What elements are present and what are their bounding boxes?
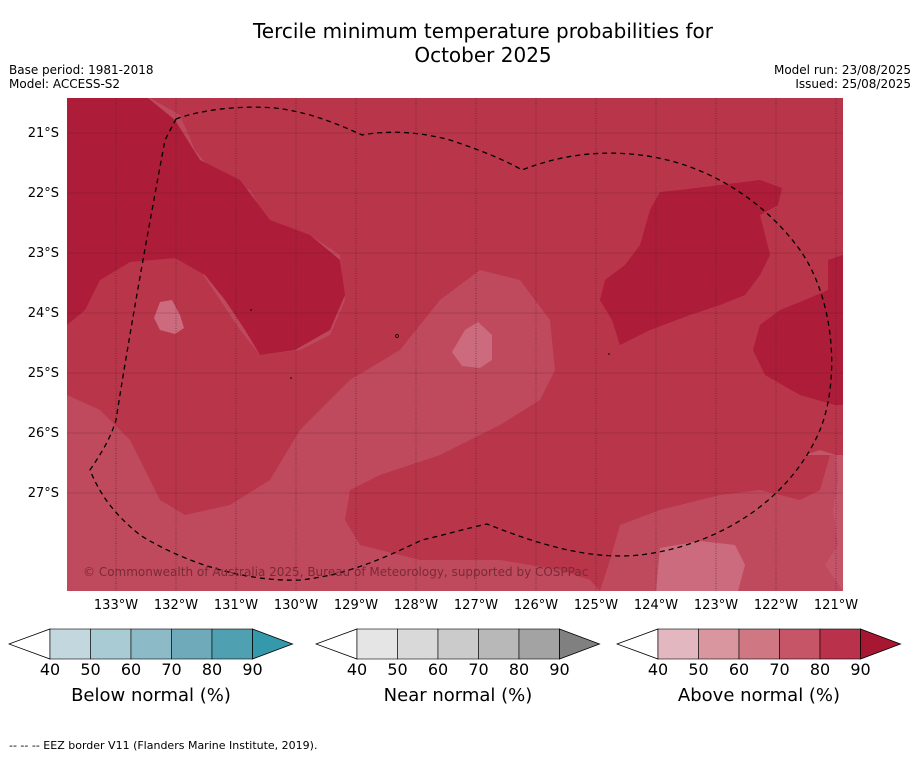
colorbar-near-title: Near normal (%) — [383, 685, 533, 706]
contour-60-70-center — [452, 322, 492, 368]
lon-label: 121°W — [813, 598, 859, 613]
colorbar-tick-label: 80 — [201, 660, 223, 679]
lat-label: 25°S — [27, 366, 59, 381]
colorbar-tick-label: 70 — [769, 660, 790, 679]
island-marker — [395, 334, 399, 338]
lat-label: 22°S — [27, 186, 59, 201]
colorbar-segment — [171, 628, 213, 660]
island-marker — [608, 353, 610, 355]
lon-label: 128°W — [393, 598, 439, 613]
colorbar-tick-label: 60 — [728, 660, 750, 679]
colorbar-tick-label: 90 — [242, 660, 263, 679]
colorbar-below-title: Below normal (%) — [71, 685, 231, 706]
chart-title: Tercile minimum temperature probabilitie… — [0, 19, 919, 67]
colorbar-segment — [49, 628, 91, 660]
lat-label: 26°S — [27, 426, 59, 441]
title-line-1: Tercile minimum temperature probabilitie… — [252, 19, 714, 43]
colorbar-segment — [518, 628, 560, 660]
contour-90-e — [753, 255, 843, 405]
colorbar-tick-label: 60 — [120, 660, 142, 679]
colorbar-over-extend — [559, 628, 601, 660]
colorbar-segment — [738, 628, 780, 660]
lon-label: 122°W — [753, 598, 799, 613]
colorbar-tick-label: 40 — [346, 660, 368, 679]
lon-label: 132°W — [153, 598, 199, 613]
colorbar-tick-label: 80 — [809, 660, 831, 679]
grid-lines — [67, 132, 843, 494]
model-run-text: Model run: 23/08/2025 — [773, 63, 911, 77]
colorbar-tick-label: 60 — [427, 660, 449, 679]
colorbar-segment — [819, 628, 861, 660]
lat-label: 23°S — [27, 246, 59, 261]
issued-text: Issued: 25/08/2025 — [795, 77, 911, 91]
lon-label: 124°W — [633, 598, 679, 613]
copyright-text: © Commonwealth of Australia 2025, Bureau… — [83, 565, 589, 579]
colorbar-segment — [130, 628, 172, 660]
lon-label: 126°W — [513, 598, 559, 613]
colorbar-over-extend — [860, 628, 902, 660]
colorbar-tick-label: 90 — [549, 660, 570, 679]
base-period-text: Base period: 1981-2018 — [9, 63, 154, 77]
colorbar-segment — [478, 628, 520, 660]
lat-label: 24°S — [27, 306, 59, 321]
eez-footnote: -- -- -- EEZ border V11 (Flanders Marine… — [9, 739, 318, 752]
colorbar-segment — [437, 628, 479, 660]
eez-border — [89, 106, 833, 581]
meta-left: Base period: 1981-2018 Model: ACCESS-S2 — [9, 63, 154, 91]
colorbar-segment — [90, 628, 132, 660]
colorbar-segment — [657, 628, 699, 660]
lon-label: 125°W — [573, 598, 619, 613]
colorbar-near — [315, 628, 601, 660]
colorbar-above-title: Above normal (%) — [677, 685, 841, 706]
lon-label: 133°W — [93, 598, 139, 613]
lon-label: 129°W — [333, 598, 379, 613]
colorbar-tick-label: 50 — [80, 660, 101, 679]
colorbar-segment — [211, 628, 253, 660]
colorbar-over-extend — [252, 628, 294, 660]
colorbar-tick-label: 40 — [647, 660, 669, 679]
meta-right: Model run: 23/08/2025 Issued: 25/08/2025 — [774, 63, 911, 91]
island-marker — [290, 377, 292, 379]
colorbar-under-extend — [8, 628, 51, 660]
lon-label: 123°W — [693, 598, 739, 613]
lon-label: 127°W — [453, 598, 499, 613]
model-text: Model: ACCESS-S2 — [9, 77, 121, 91]
lon-label: 130°W — [273, 598, 319, 613]
lat-label: 27°S — [27, 486, 59, 501]
colorbar-below — [8, 628, 294, 660]
colorbar-tick-label: 70 — [468, 660, 489, 679]
meridian-lines — [115, 98, 837, 591]
colorbar-under-extend — [616, 628, 659, 660]
colorbar-tick-label: 90 — [850, 660, 871, 679]
lon-label: 131°W — [213, 598, 259, 613]
contour-60-70-se — [656, 541, 745, 591]
title-line-2: October 2025 — [414, 43, 552, 67]
colorbar-above — [616, 628, 902, 660]
colorbar-tick-label: 40 — [39, 660, 61, 679]
colorbar-tick-label: 50 — [387, 660, 408, 679]
contour-90-ne — [600, 180, 782, 345]
contour-90-nw — [67, 98, 345, 355]
lat-label: 21°S — [27, 126, 59, 141]
colorbar-tick-label: 50 — [688, 660, 709, 679]
colorbar-tick-label: 70 — [161, 660, 182, 679]
colorbar-tick-label: 80 — [508, 660, 530, 679]
contour-60-70-islet — [154, 300, 184, 334]
colorbar-segment — [397, 628, 439, 660]
contour-60-70-e — [805, 450, 843, 591]
island-marker — [250, 309, 252, 311]
colorbar-segment — [779, 628, 821, 660]
colorbar-under-extend — [315, 628, 358, 660]
colorbar-segment — [698, 628, 740, 660]
colorbar-segment — [356, 628, 398, 660]
